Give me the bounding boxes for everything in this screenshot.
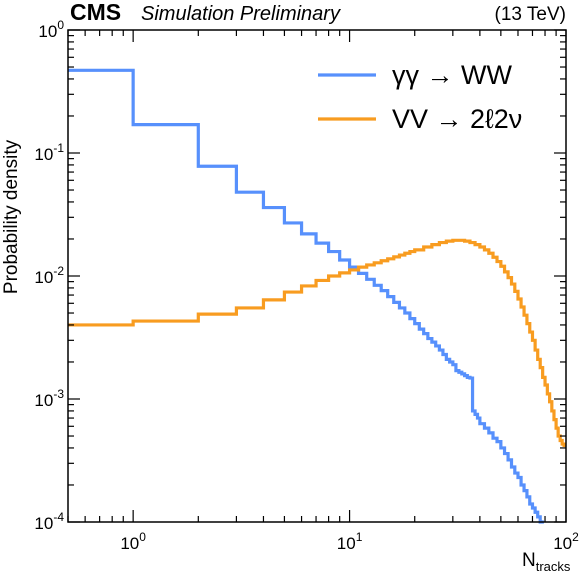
y-axis-title: Probability density <box>1 139 22 294</box>
y-tick-label-base: 10 <box>34 391 53 410</box>
y-tick-label-base: 10 <box>34 145 53 164</box>
x-tick-label-base: 10 <box>120 534 139 553</box>
cms-subtitle: Simulation Preliminary <box>141 3 341 25</box>
x-tick-label-exponent: 2 <box>572 530 579 544</box>
cms-label: CMS <box>70 0 121 25</box>
x-tick-label: 100 <box>120 530 146 553</box>
y-tick-label: 100 <box>38 18 64 41</box>
x-axis-title-main: N <box>522 550 536 571</box>
y-tick-label-exponent: -3 <box>53 387 64 401</box>
x-tick-label-exponent: 1 <box>356 530 363 544</box>
axis-ticks <box>67 29 567 523</box>
x-axis-title-sub: tracks <box>536 559 571 574</box>
y-tick-label-exponent: -4 <box>53 510 64 524</box>
y-tick-label: 10-1 <box>34 141 64 164</box>
x-tick-label-base: 10 <box>553 534 572 553</box>
series-line-vv-2l2nu <box>68 238 566 447</box>
x-tick-label-exponent: 0 <box>139 530 146 544</box>
y-tick-label-base: 10 <box>34 514 53 533</box>
data-series-layer <box>68 68 566 524</box>
series-line-gammagamma-ww <box>68 68 544 524</box>
legend-label: VV → 2ℓ2ν <box>392 104 522 134</box>
y-tick-label-base: 10 <box>38 22 57 41</box>
y-tick-label-base: 10 <box>34 268 53 287</box>
x-axis-title: Ntracks <box>522 550 571 574</box>
energy-label: (13 TeV) <box>495 4 566 25</box>
y-tick-label-exponent: -2 <box>53 264 64 278</box>
legend: γγ → WW VV → 2ℓ2ν <box>318 60 522 134</box>
y-tick-label: 10-3 <box>34 387 64 410</box>
y-tick-label: 10-4 <box>34 510 64 533</box>
legend-label: γγ → WW <box>392 60 512 90</box>
x-tick-label-base: 10 <box>337 534 356 553</box>
y-tick-label-exponent: 0 <box>57 18 64 32</box>
x-tick-label: 102 <box>553 530 579 553</box>
x-tick-label: 101 <box>337 530 363 553</box>
y-tick-label: 10-2 <box>34 264 64 287</box>
y-tick-label-exponent: -1 <box>53 141 64 155</box>
